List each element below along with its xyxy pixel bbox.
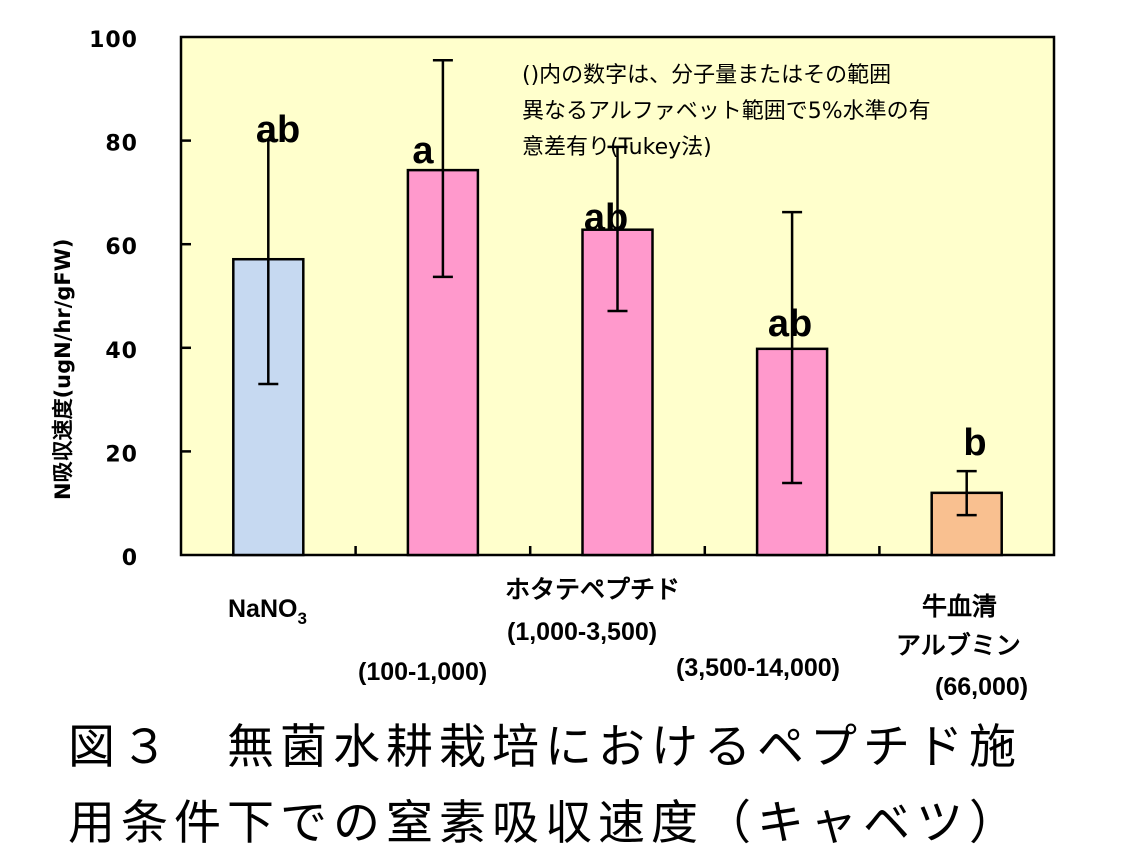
- significance-label-1: a: [412, 130, 434, 172]
- annotation-line-2: 異なるアルファベット範囲で5%水準の有: [522, 99, 931, 124]
- x-label-nano3-main: NaNO: [228, 595, 297, 623]
- y-tick-label-40: 40: [105, 339, 138, 364]
- bar-chart: 0 20 40 60 80 100 ab a ab ab b ()内の数字は、分子量またはその範囲…: [51, 28, 1056, 701]
- x-label-bsa-line3: (66,000): [935, 673, 1028, 701]
- figure-caption-line-2: 用条件下での窒素吸収速度（キャベツ）: [68, 796, 1022, 851]
- bar-2: [581, 228, 654, 557]
- x-label-nano3-sub: 3: [297, 609, 306, 628]
- y-tick-label-60: 60: [105, 235, 138, 260]
- y-tick-label-80: 80: [105, 132, 138, 157]
- x-label-range-2: (1,000-3,500): [507, 618, 657, 646]
- x-label-scallop-peptide: ホタテペプチド: [505, 576, 680, 604]
- significance-label-0: ab: [256, 109, 300, 151]
- y-tick-label-20: 20: [105, 442, 138, 467]
- y-tick-label-0: 0: [122, 546, 138, 571]
- x-label-bsa-line2: アルブミン: [896, 631, 1021, 660]
- x-label-range-3: (3,500-14,000): [676, 654, 840, 682]
- y-axis-label: N吸収速度(ugN/hr/gFW): [51, 238, 75, 500]
- annotation-line-1: ()内の数字は、分子量またはその範囲: [522, 63, 891, 88]
- significance-label-4: b: [963, 422, 986, 464]
- significance-label-3: ab: [768, 303, 812, 345]
- y-tick-label-100: 100: [89, 28, 138, 53]
- x-label-range-1: (100-1,000): [358, 658, 487, 686]
- significance-label-2: ab: [584, 197, 628, 239]
- x-label-nano3: NaNO3: [228, 595, 307, 628]
- x-label-bsa-line1: 牛血清: [922, 593, 997, 621]
- annotation-line-3: 意差有り(Tukey法): [522, 135, 712, 160]
- figure-caption-line-1: 図３ 無菌水耕栽培におけるペプチド施: [68, 720, 1022, 775]
